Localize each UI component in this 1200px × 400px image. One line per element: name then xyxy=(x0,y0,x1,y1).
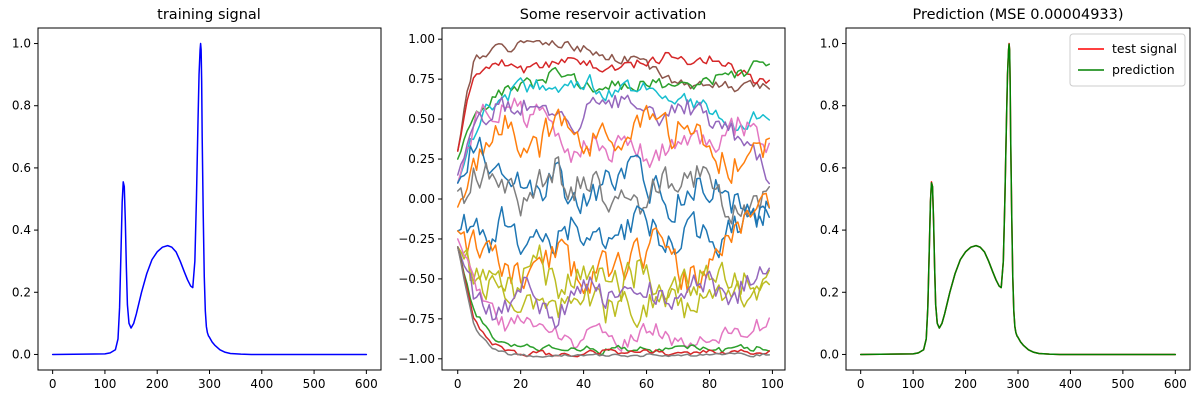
series-line-2 xyxy=(456,51,771,152)
y-tick-label: 1.0 xyxy=(12,37,31,51)
y-tick-label: −0.75 xyxy=(398,312,435,326)
series-line-11 xyxy=(456,192,771,295)
x-tick-label: 200 xyxy=(146,377,169,391)
series-line-10 xyxy=(456,203,771,259)
x-tick-label: 600 xyxy=(355,377,378,391)
x-tick-label: 200 xyxy=(954,377,977,391)
series-line-6 xyxy=(456,94,771,185)
y-tick-label: −0.25 xyxy=(398,232,435,246)
x-tick-label: 100 xyxy=(93,377,116,391)
chart-title: training signal xyxy=(157,7,261,23)
y-tick-label: 0.6 xyxy=(820,161,839,175)
chart-title: Prediction (MSE 0.00004933) xyxy=(912,7,1123,23)
x-tick-label: 60 xyxy=(639,377,654,391)
series-line-9 xyxy=(456,156,771,225)
y-tick-label: 0.8 xyxy=(12,99,31,113)
y-tick-label: 0.50 xyxy=(408,112,435,126)
series-line-13 xyxy=(456,246,771,329)
x-tick-label: 0 xyxy=(49,377,57,391)
series-line-18 xyxy=(456,246,771,358)
x-tick-label: 80 xyxy=(702,377,717,391)
x-tick-label: 600 xyxy=(1164,377,1187,391)
axes-frame xyxy=(37,27,382,371)
series-line-1 xyxy=(859,42,1177,356)
panel-reservoir-activation: Some reservoir activation 0 20 40 60 80 100 −1… xyxy=(398,7,786,391)
x-tick-label: 0 xyxy=(857,377,865,391)
x-tick-label: 20 xyxy=(513,377,528,391)
y-tick-label: 0.6 xyxy=(12,161,31,175)
y-tick-label: −0.50 xyxy=(398,272,435,286)
panel-prediction: Prediction (MSE 0.00004933) 0 100 200 300 40… xyxy=(820,7,1191,391)
x-tick-label: 40 xyxy=(576,377,591,391)
y-tick-label: 0.25 xyxy=(408,152,435,166)
y-tick-label: 0.75 xyxy=(408,72,435,86)
x-tick-label: 500 xyxy=(1111,377,1134,391)
plot-area xyxy=(51,42,368,356)
y-tick-label: 1.0 xyxy=(820,37,839,51)
x-tick-label: 300 xyxy=(198,377,221,391)
series-line-15 xyxy=(456,246,771,329)
y-tick-label: 0.8 xyxy=(820,99,839,113)
y-tick-label: 0.4 xyxy=(12,223,31,237)
series-line-12 xyxy=(456,244,771,308)
series-line-7 xyxy=(456,104,771,208)
series-line-16 xyxy=(456,246,771,356)
series-line-1 xyxy=(456,40,771,152)
x-tick-label: 400 xyxy=(250,377,273,391)
x-tick-label: 400 xyxy=(1059,377,1082,391)
y-tick-label: 1.00 xyxy=(408,32,435,46)
series-line-1 xyxy=(51,42,368,356)
series-line-2 xyxy=(859,43,1177,356)
y-tick-label: 0.2 xyxy=(12,285,31,299)
x-tick-label: 0 xyxy=(454,377,462,391)
x-tick-label: 500 xyxy=(303,377,326,391)
series-line-14 xyxy=(456,238,771,352)
legend-entry: test signal xyxy=(1112,41,1177,56)
legend: test signal prediction xyxy=(1069,33,1186,87)
legend-entry: prediction xyxy=(1112,62,1175,77)
y-tick-label: −1.00 xyxy=(398,352,435,366)
plot-area xyxy=(456,40,771,358)
x-tick-label: 100 xyxy=(902,377,925,391)
panel-training-signal: training signal 0 100 200 300 400 500 600 0.0 0.… xyxy=(12,7,382,391)
y-tick-label: 0.4 xyxy=(820,223,839,237)
legend-frame xyxy=(1069,33,1186,87)
x-tick-label: 100 xyxy=(761,377,784,391)
chart-title: Some reservoir activation xyxy=(520,7,707,23)
y-tick-label: 0.2 xyxy=(820,285,839,299)
y-tick-label: 0.0 xyxy=(820,347,839,361)
plot-area xyxy=(859,42,1177,356)
y-tick-label: 0.00 xyxy=(408,192,435,206)
x-tick-label: 300 xyxy=(1007,377,1030,391)
series-line-3 xyxy=(456,60,771,160)
y-tick-label: 0.0 xyxy=(12,347,31,361)
series-line-4 xyxy=(456,74,771,184)
